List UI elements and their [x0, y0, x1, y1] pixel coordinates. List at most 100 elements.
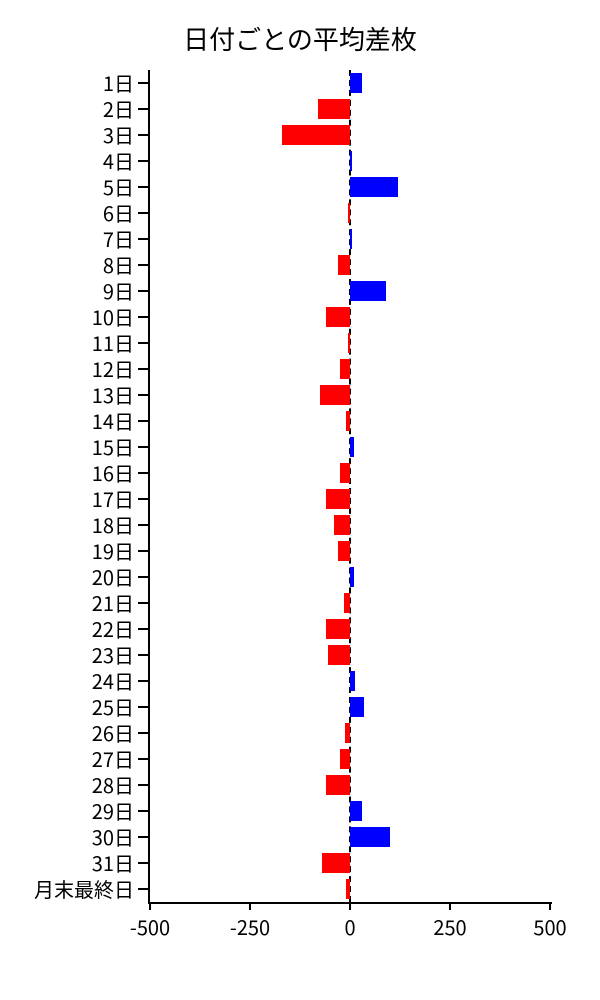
chart-container: 日付ごとの平均差枚 1日2日3日4日5日6日7日8日9日10日11日12日13日… — [0, 0, 600, 1000]
x-tick — [449, 902, 451, 910]
data-row: 8日 — [150, 252, 550, 278]
data-row: 30日 — [150, 824, 550, 850]
bar — [340, 749, 350, 769]
x-tick-label: 500 — [533, 912, 566, 941]
data-row: 29日 — [150, 798, 550, 824]
y-category-label: 20日 — [92, 564, 134, 590]
y-category-label: 6日 — [103, 200, 134, 226]
bar — [350, 151, 352, 171]
y-tick — [138, 420, 148, 422]
y-tick — [138, 342, 148, 344]
data-row: 6日 — [150, 200, 550, 226]
data-row: 31日 — [150, 850, 550, 876]
y-category-label: 26日 — [92, 720, 134, 746]
y-category-label: 28日 — [92, 772, 134, 798]
y-tick — [138, 394, 148, 396]
data-row: 17日 — [150, 486, 550, 512]
y-tick — [138, 810, 148, 812]
y-tick — [138, 862, 148, 864]
data-row: 25日 — [150, 694, 550, 720]
data-row: 5日 — [150, 174, 550, 200]
data-row: 10日 — [150, 304, 550, 330]
y-category-label: 25日 — [92, 694, 134, 720]
x-tick — [149, 902, 151, 910]
y-category-label: 18日 — [92, 512, 134, 538]
bar — [338, 541, 350, 561]
data-row: 7日 — [150, 226, 550, 252]
bar — [344, 593, 350, 613]
bar — [350, 229, 352, 249]
bar — [345, 723, 350, 743]
y-category-label: 23日 — [92, 642, 134, 668]
bar — [338, 255, 350, 275]
bar — [346, 411, 350, 431]
y-category-label: 2日 — [103, 96, 134, 122]
bar — [350, 567, 354, 587]
y-tick — [138, 576, 148, 578]
bar — [350, 73, 362, 93]
y-category-label: 29日 — [92, 798, 134, 824]
bar — [350, 671, 355, 691]
data-row: 11日 — [150, 330, 550, 356]
data-row: 3日 — [150, 122, 550, 148]
y-category-label: 7日 — [103, 226, 134, 252]
bar — [340, 359, 350, 379]
y-tick — [138, 888, 148, 890]
y-category-label: 11日 — [92, 330, 134, 356]
y-category-label: 1日 — [103, 70, 134, 96]
bar — [350, 697, 364, 717]
y-category-label: 14日 — [92, 408, 134, 434]
data-row: 1日 — [150, 70, 550, 96]
data-row: 22日 — [150, 616, 550, 642]
y-tick — [138, 316, 148, 318]
y-category-label: 17日 — [92, 486, 134, 512]
chart-title: 日付ごとの平均差枚 — [0, 20, 600, 57]
bar — [318, 99, 350, 119]
y-category-label: 12日 — [92, 356, 134, 382]
bar — [322, 853, 350, 873]
y-tick — [138, 108, 148, 110]
bar — [348, 203, 350, 223]
bar — [282, 125, 350, 145]
y-tick — [138, 446, 148, 448]
y-category-label: 15日 — [92, 434, 134, 460]
y-tick — [138, 602, 148, 604]
data-row: 4日 — [150, 148, 550, 174]
y-category-label: 16日 — [92, 460, 134, 486]
y-category-label: 月末最終日 — [34, 876, 134, 902]
y-tick — [138, 680, 148, 682]
bar — [350, 801, 362, 821]
bar — [350, 281, 386, 301]
y-category-label: 4日 — [103, 148, 134, 174]
bar — [326, 619, 350, 639]
y-category-label: 3日 — [103, 122, 134, 148]
y-tick — [138, 238, 148, 240]
y-tick — [138, 706, 148, 708]
data-row: 14日 — [150, 408, 550, 434]
y-tick — [138, 264, 148, 266]
x-tick — [349, 902, 351, 910]
y-category-label: 8日 — [103, 252, 134, 278]
y-category-label: 27日 — [92, 746, 134, 772]
y-tick — [138, 186, 148, 188]
x-tick-label: -250 — [230, 912, 270, 941]
data-row: 21日 — [150, 590, 550, 616]
y-category-label: 9日 — [103, 278, 134, 304]
y-category-label: 10日 — [92, 304, 134, 330]
y-tick — [138, 654, 148, 656]
bar — [346, 879, 350, 899]
bar — [326, 775, 350, 795]
y-category-label: 24日 — [92, 668, 134, 694]
y-category-label: 22日 — [92, 616, 134, 642]
y-tick — [138, 82, 148, 84]
y-tick — [138, 784, 148, 786]
data-row: 12日 — [150, 356, 550, 382]
y-tick — [138, 498, 148, 500]
y-category-label: 19日 — [92, 538, 134, 564]
data-row: 28日 — [150, 772, 550, 798]
data-row: 13日 — [150, 382, 550, 408]
data-row: 9日 — [150, 278, 550, 304]
y-category-label: 21日 — [92, 590, 134, 616]
bar — [350, 177, 398, 197]
data-row: 15日 — [150, 434, 550, 460]
